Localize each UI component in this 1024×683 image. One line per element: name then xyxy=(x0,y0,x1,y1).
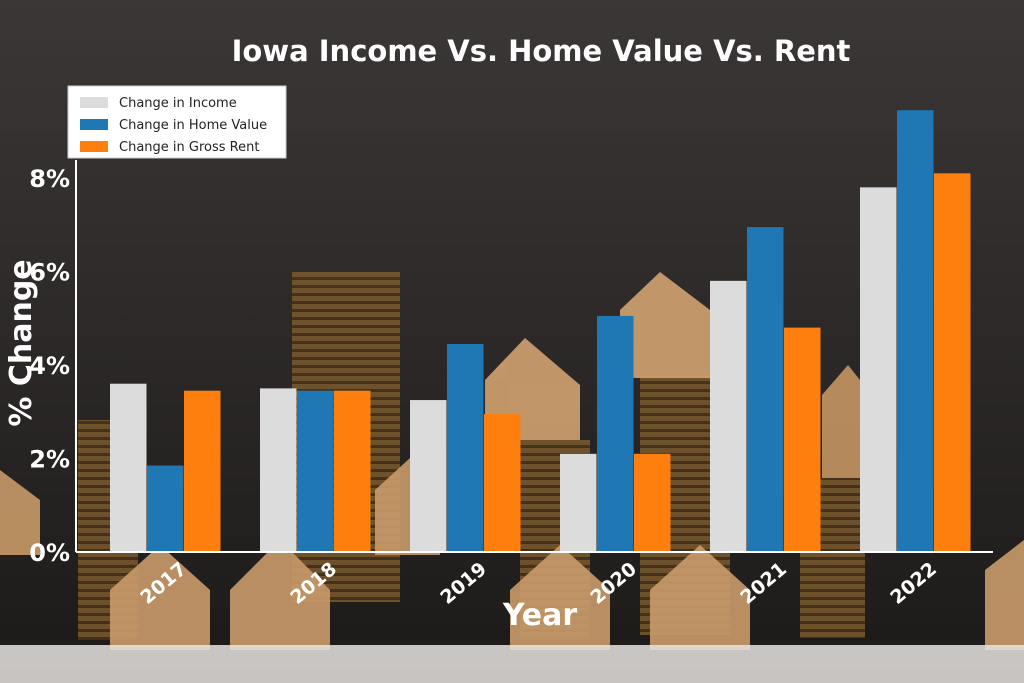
bar-income-2020 xyxy=(560,453,597,552)
bar-gross-rent-2018 xyxy=(334,390,371,552)
bar-gross-rent-2019 xyxy=(484,414,521,552)
house-shape xyxy=(620,272,710,378)
axes-layer xyxy=(75,160,993,553)
bar-gross-rent-2017 xyxy=(184,390,221,552)
bar-home-value-2021 xyxy=(747,227,784,552)
y-tick-label: 2% xyxy=(29,446,70,474)
y-tick-label: 6% xyxy=(29,259,70,287)
legend: Change in Income Change in Home Value Chan… xyxy=(67,85,287,159)
house-shape xyxy=(0,470,40,555)
bar-income-2019 xyxy=(410,400,447,552)
bar-home-value-2019 xyxy=(447,343,484,552)
bar-gross-rent-2021 xyxy=(784,327,821,552)
house-shape xyxy=(650,545,750,650)
house-shape xyxy=(110,545,210,650)
y-tick-label: 8% xyxy=(29,165,70,193)
house-shape xyxy=(985,540,1024,650)
house-shape xyxy=(510,545,610,650)
x-axis-label: Year xyxy=(502,598,578,633)
background-floor xyxy=(0,645,1024,683)
background-houses xyxy=(0,272,1024,650)
bar-gross-rent-2020 xyxy=(634,453,671,552)
legend-label-gross-rent: Change in Gross Rent xyxy=(119,140,259,155)
bar-income-2018 xyxy=(260,388,297,552)
bar-income-2021 xyxy=(710,280,747,552)
legend-swatch-home-value xyxy=(80,119,108,130)
bar-home-value-2017 xyxy=(147,465,184,552)
legend-label-income: Change in Income xyxy=(119,96,237,111)
bar-home-value-2018 xyxy=(297,390,334,552)
bar-income-2017 xyxy=(110,383,147,552)
y-axis-label: % Change xyxy=(4,259,39,426)
y-tick-label: 0% xyxy=(29,539,70,567)
legend-label-home-value: Change in Home Value xyxy=(119,118,267,133)
y-tick-label: 4% xyxy=(29,352,70,380)
bar-home-value-2022 xyxy=(897,110,934,553)
bar-home-value-2020 xyxy=(597,315,634,552)
bars-layer xyxy=(110,110,971,553)
house-shape xyxy=(822,365,860,478)
y-tick-labels: 0% 2% 4% 6% 8% xyxy=(29,165,70,567)
legend-swatch-income xyxy=(80,97,108,108)
bar-gross-rent-2022 xyxy=(934,173,971,552)
house-shape xyxy=(230,540,330,650)
chart-title: Iowa Income Vs. Home Value Vs. Rent xyxy=(232,34,851,68)
bar-income-2022 xyxy=(860,187,897,552)
legend-swatch-gross-rent xyxy=(80,141,108,152)
